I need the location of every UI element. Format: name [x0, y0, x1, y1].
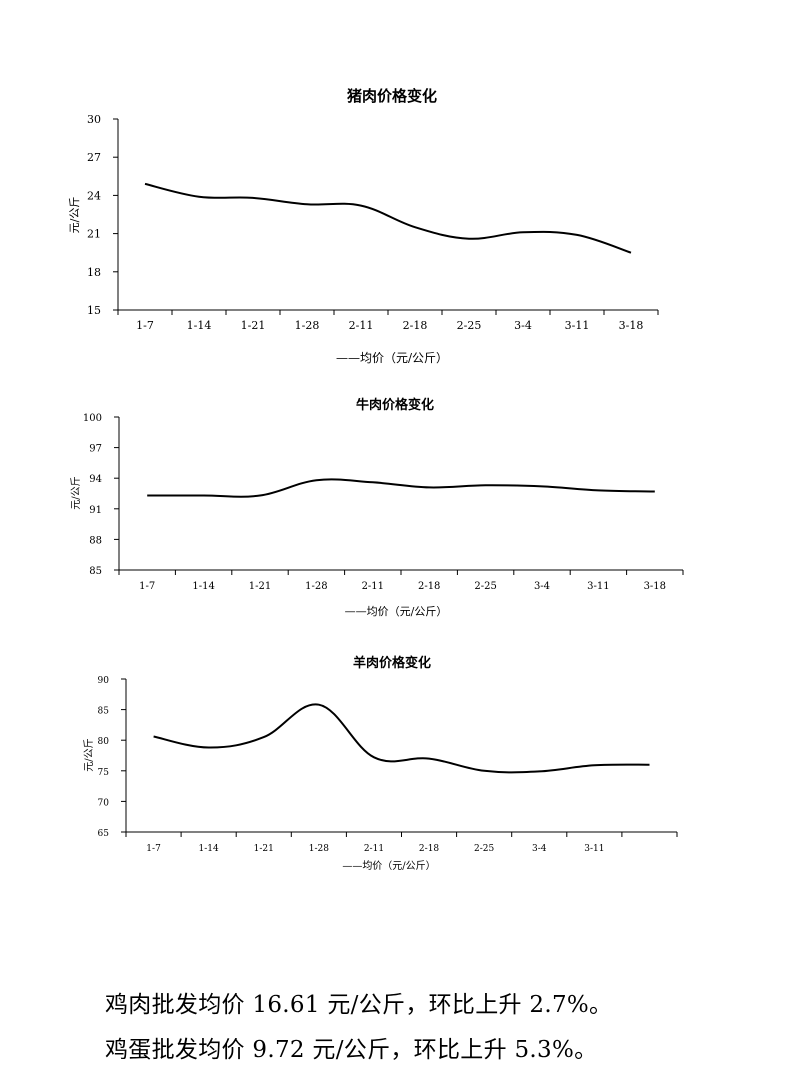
x-tick-label: 2-11	[364, 844, 384, 854]
y-tick-label: 100	[83, 413, 102, 424]
x-tick-label: 1-7	[146, 844, 161, 854]
y-axis: 85 88 91 94 97 100	[83, 413, 120, 577]
x-tick-label: 3-11	[587, 581, 609, 592]
x-tick-label: 2-25	[474, 844, 494, 854]
y-tick-label: 15	[87, 304, 101, 317]
x-tick-label: 2-25	[474, 581, 496, 592]
series-line	[147, 478, 655, 498]
x-tick-label: 1-14	[192, 581, 214, 592]
y-axis-label: 元/公斤	[68, 197, 81, 234]
pork-price-chart: 猪肉价格变化 元/公斤 15 18 21 24 27 30 1-7 1-14 1-21 1-28…	[68, 87, 659, 365]
mutton-price-chart: 羊肉价格变化 元/公斤 65 70 75 80 85 90 1-7 1-14 1-21 1-28…	[83, 655, 678, 872]
legend-label: ——均价（元/公斤）	[342, 860, 435, 872]
x-tick-label: 1-28	[295, 319, 320, 332]
y-tick-label: 30	[87, 113, 101, 126]
y-tick-label: 91	[89, 505, 102, 516]
x-tick-label: 3-4	[514, 319, 532, 332]
x-tick-label: 3-18	[644, 581, 666, 592]
series-path	[144, 182, 632, 254]
y-tick-label: 18	[87, 266, 101, 279]
legend-label: ——均价（元/公斤）	[336, 351, 448, 365]
series-path	[153, 703, 650, 774]
y-tick-label: 27	[87, 151, 101, 164]
x-tick-label: 3-11	[584, 844, 604, 854]
y-tick-label: 80	[98, 737, 110, 747]
x-tick-label: 1-28	[305, 581, 327, 592]
x-tick-label: 1-28	[309, 844, 329, 854]
series-path	[147, 478, 655, 498]
y-tick-label: 65	[98, 829, 110, 839]
x-tick-label: 1-7	[139, 581, 155, 592]
y-tick-label: 94	[89, 474, 102, 485]
y-tick-label: 24	[87, 189, 101, 202]
series-line	[144, 182, 632, 254]
x-tick-label: 3-4	[534, 581, 550, 592]
x-tick-label: 1-7	[136, 319, 154, 332]
y-tick-label: 70	[98, 798, 110, 808]
y-tick-label: 85	[89, 566, 102, 577]
y-tick-label: 97	[89, 444, 102, 455]
series-line	[153, 703, 650, 774]
x-tick-label: 1-14	[187, 319, 212, 332]
x-tick-label: 2-11	[362, 581, 384, 592]
x-tick-label: 2-18	[419, 844, 439, 854]
x-axis: 1-7 1-14 1-21 1-28 2-11 2-18 2-25 3-4 3-11 3-18	[118, 569, 684, 592]
x-tick-label: 3-11	[565, 319, 590, 332]
x-tick-label: 2-18	[403, 319, 428, 332]
y-axis: 65 70 75 80 85 90	[98, 676, 127, 839]
y-tick-label: 88	[89, 535, 102, 546]
x-tick-label: 1-21	[254, 844, 274, 854]
x-tick-label: 2-18	[418, 581, 440, 592]
x-tick-label: 2-11	[349, 319, 374, 332]
beef-price-chart: 牛肉价格变化 元/公斤 85 88 91 94 97 100 1-7 1-14 1-21 1-2…	[70, 397, 684, 618]
x-axis: 1-7 1-14 1-21 1-28 2-11 2-18 2-25 3-4 3-11 3-18	[117, 309, 659, 332]
x-tick-label: 2-25	[457, 319, 482, 332]
x-tick-label: 1-21	[241, 319, 266, 332]
x-tick-label: 3-4	[532, 844, 547, 854]
y-tick-label: 85	[98, 707, 110, 717]
x-tick-label: 3-18	[619, 319, 644, 332]
y-axis-label: 元/公斤	[70, 476, 82, 509]
chicken-price-text: 鸡肉批发均价 16.61 元/公斤，环比上升 2.7%。	[105, 992, 613, 1018]
y-tick-label: 90	[98, 676, 110, 686]
legend-label: ——均价（元/公斤）	[345, 605, 448, 618]
chart-title: 牛肉价格变化	[356, 397, 434, 413]
x-tick-label: 1-21	[249, 581, 271, 592]
y-tick-label: 21	[87, 228, 101, 241]
x-tick-label: 1-14	[199, 844, 219, 854]
egg-price-text: 鸡蛋批发均价 9.72 元/公斤，环比上升 5.3%。	[105, 1037, 598, 1063]
y-axis: 15 18 21 24 27 30	[87, 113, 119, 317]
chart-title: 猪肉价格变化	[346, 87, 437, 105]
chart-title: 羊肉价格变化	[353, 655, 431, 671]
x-axis: 1-7 1-14 1-21 1-28 2-11 2-18 2-25 3-4 3-11	[125, 831, 678, 854]
y-axis-label: 元/公斤	[83, 738, 95, 771]
y-tick-label: 75	[98, 768, 110, 778]
